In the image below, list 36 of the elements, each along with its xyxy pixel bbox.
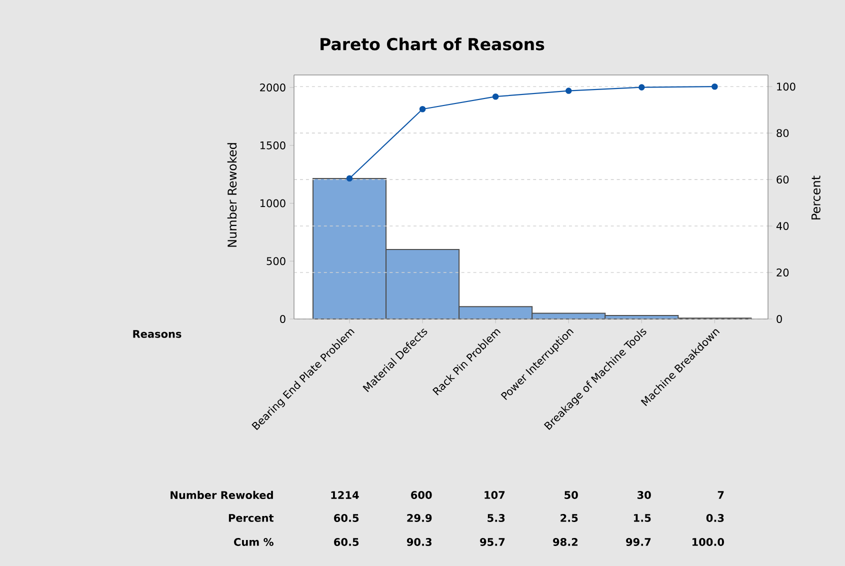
data-label: 600 xyxy=(411,491,432,499)
y2-tick-label: 60 xyxy=(776,176,789,184)
text: 0.3 xyxy=(706,514,724,522)
y2-tick-label: 100 xyxy=(777,82,796,91)
y2-tick-label: 0 xyxy=(776,315,782,323)
data-label: 7 xyxy=(718,491,724,499)
data-label: 99.7 xyxy=(626,538,651,546)
y-tick-label: 500 xyxy=(266,257,286,266)
y-tick-label: 1500 xyxy=(260,141,286,150)
y2-axis-title: Percent xyxy=(812,176,820,220)
y2-tick-label: 20 xyxy=(776,268,789,276)
text: Reasons xyxy=(133,330,182,338)
text: Percent xyxy=(228,514,274,522)
text: Cum % xyxy=(234,538,274,546)
y-axis-title: Number Rewoked xyxy=(227,143,237,247)
data-label: 100.0 xyxy=(692,538,724,546)
chart-title: Pareto Chart of Reasons xyxy=(320,38,544,50)
data-label: 98.2 xyxy=(553,538,578,546)
text: 29.9 xyxy=(407,514,432,522)
data-label: 90.3 xyxy=(406,538,432,546)
y-tick-label: 2000 xyxy=(260,84,286,92)
data-label: 107 xyxy=(484,491,505,499)
text: Number Rewoked xyxy=(170,490,273,500)
data-label: 1214 xyxy=(331,491,359,499)
y2-tick-label: 40 xyxy=(776,222,789,230)
y-tick-label: 1000 xyxy=(260,199,286,208)
text: 1.5 xyxy=(634,514,651,522)
y-tick-label: 0 xyxy=(280,315,286,323)
data-label: 60.5 xyxy=(334,538,359,546)
data-label: 50 xyxy=(564,491,578,499)
text: 60.5 xyxy=(334,514,359,522)
data-label: 95.7 xyxy=(480,538,505,546)
text: 5.3 xyxy=(488,514,505,522)
data-label: 30 xyxy=(637,491,651,499)
y2-tick-label: 80 xyxy=(776,129,789,138)
text: 2.5 xyxy=(560,514,578,522)
